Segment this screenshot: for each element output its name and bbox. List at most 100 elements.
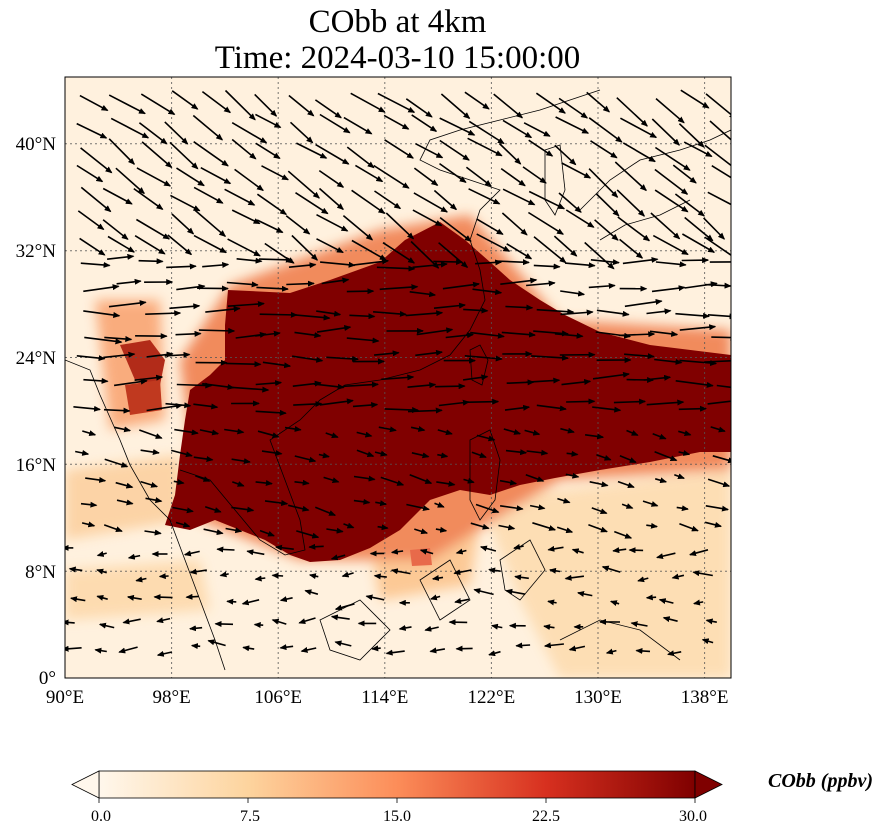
wind-arrow — [257, 430, 280, 439]
wind-arrow — [346, 288, 375, 295]
wind-arrow — [288, 94, 315, 117]
wind-arrow — [292, 380, 322, 387]
wind-arrow — [146, 351, 174, 358]
wind-arrow — [406, 503, 430, 512]
wind-arrow — [384, 139, 414, 159]
wind-arrow — [498, 524, 516, 531]
wind-arrow — [216, 546, 235, 553]
wind-arrow — [165, 402, 192, 409]
wind-arrow — [227, 238, 261, 257]
wind-arrow — [705, 618, 717, 625]
wind-arrow — [320, 261, 356, 268]
wind-arrow — [568, 645, 586, 652]
wind-arrow — [378, 426, 397, 433]
wind-arrow — [470, 522, 490, 530]
wind-arrow — [592, 406, 622, 413]
wind-arrow — [308, 573, 319, 580]
wind-arrow — [81, 521, 96, 528]
wind-arrow — [672, 164, 697, 184]
wind-arrow — [349, 313, 376, 320]
wind-arrow — [652, 433, 667, 440]
wind-arrow — [204, 506, 222, 513]
wind-arrow — [113, 378, 148, 387]
wind-arrow — [316, 310, 342, 317]
wind-arrow — [189, 625, 203, 632]
wind-arrow — [678, 123, 705, 148]
wind-arrow — [413, 167, 439, 186]
wind-arrow — [382, 242, 416, 264]
wind-arrow — [316, 213, 349, 232]
wind-arrow — [429, 594, 441, 601]
wind-arrow — [642, 500, 659, 507]
wind-arrow — [383, 114, 410, 130]
wind-arrow — [65, 645, 82, 652]
wind-arrow — [271, 572, 284, 579]
wind-arrow — [242, 645, 255, 652]
wind-arrow — [264, 500, 289, 506]
wind-arrow — [224, 188, 256, 206]
wind-arrow — [256, 285, 289, 292]
wind-arrow — [202, 262, 230, 268]
wind-arrow — [318, 187, 344, 211]
wind-arrow — [601, 565, 621, 573]
wind-arrow — [193, 141, 229, 167]
wind-arrow — [373, 310, 407, 317]
wind-arrow — [532, 522, 557, 531]
wind-arrow — [558, 192, 582, 213]
wind-arrow — [671, 573, 685, 580]
wind-arrow — [435, 383, 466, 390]
wind-arrow — [193, 456, 214, 462]
wind-arrow — [323, 476, 340, 484]
wind-arrow — [500, 167, 526, 187]
colorbar: 0.0 7.5 15.0 22.5 30.0 — [71, 770, 723, 825]
wind-arrow — [503, 428, 522, 435]
wind-arrow — [493, 93, 524, 119]
wind-arrow — [140, 449, 160, 455]
wind-arrow — [529, 504, 546, 511]
wind-arrow — [231, 506, 255, 513]
wind-arrow — [193, 403, 219, 410]
wind-arrow — [407, 407, 443, 414]
wind-arrow — [439, 139, 470, 161]
wind-arrow — [505, 588, 526, 595]
wind-arrow — [291, 355, 324, 363]
wind-arrow — [504, 404, 531, 411]
wind-arrow — [102, 187, 133, 205]
wind-arrow — [589, 481, 609, 488]
wind-arrow — [193, 234, 227, 254]
wind-arrow — [412, 261, 448, 269]
wind-arrow — [655, 97, 685, 124]
wind-arrow — [288, 504, 310, 512]
wind-arrow — [622, 256, 659, 265]
wind-arrow — [704, 236, 731, 257]
wind-arrow — [171, 90, 199, 110]
wind-arrow — [108, 138, 136, 165]
wind-arrow — [621, 503, 634, 509]
wind-arrow — [108, 94, 146, 115]
wind-arrow — [502, 188, 536, 206]
wind-arrow — [254, 93, 278, 117]
wind-arrow — [439, 162, 467, 183]
lat-tick-0: 0° — [39, 668, 56, 689]
wind-arrow — [557, 497, 571, 504]
wind-arrow — [296, 142, 328, 159]
wind-arrow — [353, 475, 376, 482]
wind-arrow — [467, 137, 503, 157]
wind-arrow — [170, 194, 201, 212]
wind-arrow — [231, 209, 261, 225]
wind-arrow — [253, 622, 264, 629]
wind-arrow — [365, 594, 385, 601]
wind-arrow — [560, 427, 575, 434]
wind-arrow — [176, 382, 213, 389]
wind-arrow — [285, 215, 311, 235]
wind-arrow — [80, 147, 113, 174]
wind-arrow — [556, 526, 574, 534]
wind-arrow — [203, 528, 224, 536]
wind-arrow — [262, 361, 292, 369]
wind-arrow — [675, 380, 714, 388]
wind-arrow — [533, 236, 567, 264]
lon-tick-90: 90°E — [46, 687, 84, 708]
wind-arrow — [195, 475, 211, 482]
wind-arrow — [103, 351, 136, 359]
wind-arrow — [259, 311, 298, 318]
